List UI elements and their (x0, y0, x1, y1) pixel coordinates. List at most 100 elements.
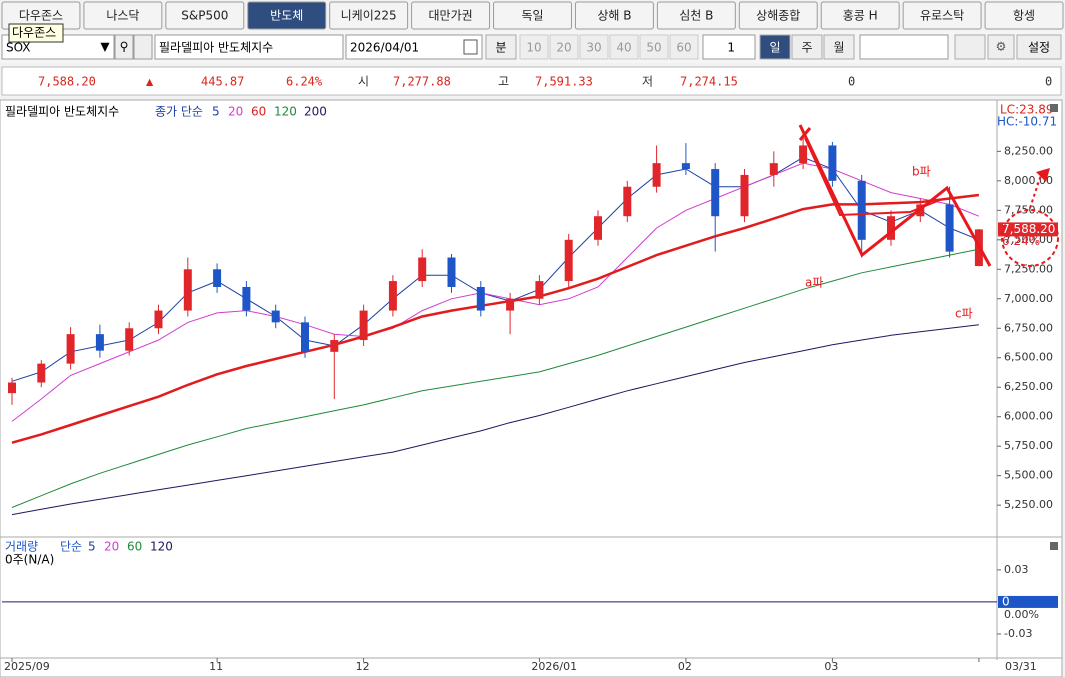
calendar-icon[interactable] (463, 39, 478, 55)
period-button[interactable] (791, 34, 823, 60)
tab-label: 항셍 (1013, 9, 1035, 23)
last-price-box (998, 222, 1058, 237)
name-box (154, 34, 344, 60)
candle-body (594, 216, 602, 240)
panel-close[interactable] (1050, 542, 1058, 550)
last-rate: 6.24% (1002, 234, 1040, 248)
legend-entry: 120 (274, 105, 297, 119)
tab[interactable] (329, 1, 409, 30)
settings-button[interactable] (1016, 34, 1062, 60)
period-button[interactable] (759, 34, 791, 60)
volume-ma-label: 단순 (60, 540, 82, 554)
open-label: 시 (358, 75, 369, 89)
date-box[interactable] (345, 34, 483, 60)
search-button[interactable] (114, 34, 134, 60)
y-tick-label: 5,250.00 (1004, 498, 1053, 511)
lock-button[interactable] (133, 34, 153, 60)
interval-button[interactable] (549, 34, 579, 60)
tab[interactable] (83, 1, 163, 30)
tab[interactable] (656, 1, 736, 30)
tab-label: 상해종합 (756, 9, 800, 23)
x-tick-label: 2026/01 (531, 660, 577, 673)
gear-button[interactable] (987, 34, 1015, 60)
tab[interactable] (574, 1, 654, 30)
low: 7,274.15 (680, 75, 738, 89)
period-button[interactable] (823, 34, 855, 60)
chart-panel (0, 99, 1063, 677)
tooltip (8, 23, 64, 43)
interval-button[interactable] (669, 34, 699, 60)
tab[interactable] (493, 1, 572, 30)
minute-button[interactable] (485, 34, 517, 60)
wave-line (798, 127, 812, 141)
y-tick-label: 6,500.00 (1004, 351, 1053, 364)
y-tick-label: 6,750.00 (1004, 321, 1053, 334)
candle-body (535, 281, 544, 299)
volume-legend-entry: 20 (104, 540, 119, 554)
x-tick-label: 03 (824, 660, 838, 673)
interval-button[interactable] (519, 34, 549, 60)
tab-label: 반도체 (270, 9, 303, 23)
candle-body (564, 239, 573, 282)
count-box[interactable] (702, 34, 756, 60)
count: 1 (727, 41, 735, 55)
tool-button[interactable] (954, 34, 986, 60)
tab[interactable] (820, 1, 900, 30)
arrow: ▲ (146, 75, 154, 89)
tab-label: S&P500 (181, 9, 228, 23)
candle-body (769, 163, 778, 175)
candle-body (154, 310, 163, 329)
annotation: a파 (805, 276, 823, 290)
blank-box[interactable] (859, 34, 949, 60)
rate: 6.24% (286, 75, 323, 89)
annotation: c파 (955, 307, 973, 321)
tab[interactable] (165, 1, 245, 30)
chart-title: 필라델피아 반도체지수 (5, 105, 119, 119)
interval: 50 (646, 41, 661, 55)
tab[interactable] (738, 1, 818, 30)
tab[interactable] (902, 1, 982, 30)
candle-body (242, 286, 251, 311)
tab-label: 홍콩 H (843, 9, 878, 23)
period: 주 (801, 41, 812, 55)
price: 7,588.20 (38, 75, 96, 89)
candle-body (681, 163, 690, 170)
name: 필라델피아 반도체지수 (159, 41, 273, 55)
legend-entry: 20 (228, 105, 243, 119)
legend-entry: 200 (304, 105, 327, 119)
y-tick-label: 5,750.00 (1004, 439, 1053, 452)
tab-label: 독일 (521, 9, 543, 23)
search-icon: ⚲ (120, 40, 129, 54)
tab-label: 상해 B (597, 9, 631, 23)
candle-body (271, 310, 280, 323)
candle-body (359, 310, 368, 341)
volume-legend-entry: 120 (150, 540, 173, 554)
interval: 10 (526, 41, 541, 55)
interval-button[interactable] (639, 34, 669, 60)
arrow-head (1036, 168, 1050, 182)
y-tick-label: 6,000.00 (1004, 410, 1053, 423)
tab[interactable] (984, 1, 1064, 30)
tab-label: 심천 B (679, 8, 713, 23)
lc: LC:23.89 (1000, 103, 1053, 117)
x-tick-label: 2025/09 (4, 660, 50, 673)
volume-legend-entry: 5 (88, 540, 96, 554)
interval-button[interactable] (609, 34, 639, 60)
panel-close[interactable] (1050, 104, 1058, 112)
candle-body (652, 163, 661, 187)
candle-body (37, 363, 46, 383)
candle-body (125, 328, 134, 351)
period: 월 (833, 41, 844, 55)
tab[interactable] (247, 1, 327, 30)
settings: 설정 (1028, 41, 1050, 55)
y-tick-label: 8,250.00 (1004, 144, 1053, 157)
tab-label: 대만가권 (428, 9, 472, 23)
interval-button[interactable] (579, 34, 609, 60)
y-tick-label: -0.03 (1004, 627, 1032, 640)
candle-body (740, 174, 749, 217)
interval: 60 (676, 41, 691, 55)
tab[interactable] (411, 1, 491, 30)
volume: 0 (848, 75, 855, 89)
x-tick-label: 12 (356, 660, 370, 673)
